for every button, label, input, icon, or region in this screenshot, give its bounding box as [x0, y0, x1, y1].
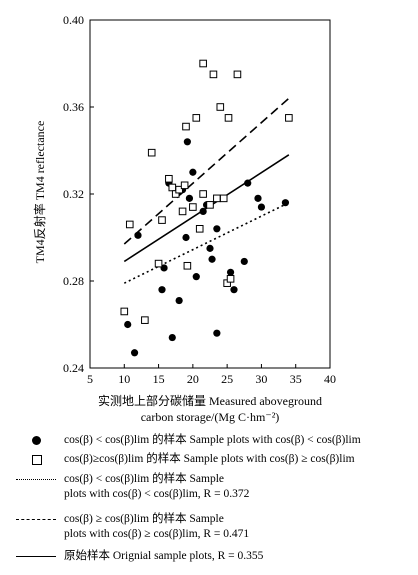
x-tick-label: 35: [290, 372, 302, 386]
plot-area: 5 10 15 20 25 30 35 40 0.24 0.28 0.32 0.36 0.40: [63, 13, 336, 386]
open-square-point: [158, 216, 166, 224]
x-tick-label: 5: [87, 372, 93, 386]
x-tick-label: 20: [187, 372, 199, 386]
filled-circle-point: [124, 320, 132, 329]
legend-label: cos(β)≥cos(β)lim 的样本 Sample plots with c…: [64, 453, 355, 465]
legend-label: cos(β) < cos(β)lim 的样本 Sample plots with…: [64, 434, 361, 446]
filled-circle-point: [240, 257, 248, 266]
open-square-point: [147, 148, 156, 157]
filled-circle-point: [183, 138, 191, 146]
filled-circle-point: [213, 225, 221, 233]
open-square-point: [192, 114, 201, 122]
open-square-point: [233, 70, 242, 79]
y-tick-label: 0.28: [63, 274, 84, 288]
x-tick-label: 30: [255, 372, 267, 386]
y-axis-title: TM4反射率 TM4 reflectance: [32, 121, 47, 264]
solid-legend-symbol: [16, 556, 56, 557]
open-square-point: [165, 174, 173, 183]
filled-circle-legend-symbol: [32, 436, 41, 445]
y-tick-label: 0.24: [63, 361, 84, 375]
filled-circle-point: [199, 207, 207, 215]
open-square-point: [195, 225, 204, 233]
x-tick-label: 25: [221, 372, 233, 386]
open-square-point: [206, 201, 214, 209]
x-axis-title-line1: 实测地上部分碳储量 Measured aboveground: [98, 393, 322, 408]
filled-circle-point: [158, 286, 166, 294]
filled-circle-point: [175, 296, 183, 305]
y-tick-label: 0.36: [63, 100, 84, 114]
open-square-point: [199, 190, 207, 198]
open-square-point: [183, 261, 192, 270]
dotted-regression-line: [123, 201, 290, 284]
legend-label: 原始样本 Orignial sample plots, R = 0.355: [64, 550, 264, 562]
open-square-point: [189, 203, 197, 211]
open-square-point: [213, 194, 221, 203]
filled-circle-point: [213, 329, 221, 337]
filled-circle-point: [230, 286, 238, 294]
open-square-point: [285, 114, 293, 122]
open-square-point: [226, 275, 235, 283]
filled-circle-point: [257, 203, 266, 211]
open-square-point: [219, 194, 228, 203]
open-square-legend-symbol: [32, 455, 42, 465]
open-square-point: [175, 185, 183, 194]
open-square-point: [216, 103, 225, 111]
dashed-regression-line: [123, 97, 290, 245]
filled-circle-point: [130, 349, 139, 357]
filled-circle-point: [168, 333, 176, 342]
open-square-point: [199, 59, 207, 68]
open-square-point: [224, 114, 233, 122]
open-square-point: [125, 220, 134, 229]
filled-circle-point: [182, 233, 190, 242]
filled-circle-point: [226, 268, 235, 276]
filled-circle-point: [206, 244, 214, 252]
filled-circle-point: [254, 194, 262, 202]
legend-label: cos(β) ≥ cos(β)lim 的样本 Sample plots with…: [64, 513, 250, 540]
dashed-legend-symbol: [16, 519, 56, 520]
filled-circle-point: [208, 255, 216, 263]
y-tick-label: 0.40: [63, 13, 84, 27]
x-tick-label: 40: [324, 372, 336, 386]
x-tick-label: 10: [118, 372, 130, 386]
filled-circle-point: [134, 231, 142, 239]
dotted-legend-symbol: [16, 479, 56, 480]
y-tick-label: 0.32: [63, 187, 84, 201]
open-square-point: [209, 70, 218, 79]
legend-label: cos(β) < cos(β)lim 的样本 Sample plots with…: [64, 473, 250, 500]
open-square-point: [154, 259, 163, 268]
open-square-point: [178, 207, 187, 216]
open-square-point: [120, 307, 129, 316]
filled-circle-point: [185, 194, 194, 202]
open-square-point: [180, 181, 189, 190]
filled-circle-point: [189, 168, 197, 176]
x-axis-title-line2: carbon storage/(Mg C·hm⁻²): [141, 410, 280, 424]
filled-circle-point: [192, 273, 200, 281]
x-tick-label: 15: [153, 372, 165, 386]
open-square-point: [141, 316, 149, 324]
open-square-point: [168, 183, 177, 192]
open-square-point: [182, 122, 190, 131]
filled-circle-point: [244, 179, 252, 187]
filled-circle-point: [281, 199, 290, 207]
